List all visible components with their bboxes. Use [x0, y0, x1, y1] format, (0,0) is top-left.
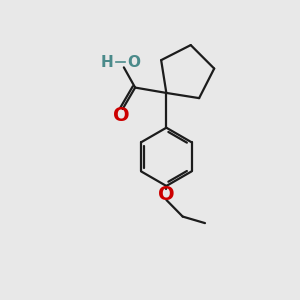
Text: H: H — [101, 55, 113, 70]
Text: O: O — [128, 55, 140, 70]
Text: O: O — [158, 185, 175, 204]
Text: O: O — [113, 106, 130, 125]
